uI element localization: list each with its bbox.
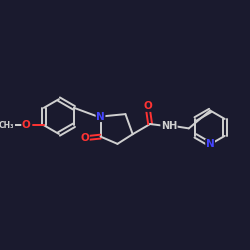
Text: CH₃: CH₃ [0,121,14,130]
Text: N: N [96,112,105,122]
Text: NH: NH [161,121,177,131]
Text: N: N [206,139,214,149]
Text: O: O [144,102,152,112]
Text: O: O [22,120,30,130]
Text: O: O [80,133,89,143]
